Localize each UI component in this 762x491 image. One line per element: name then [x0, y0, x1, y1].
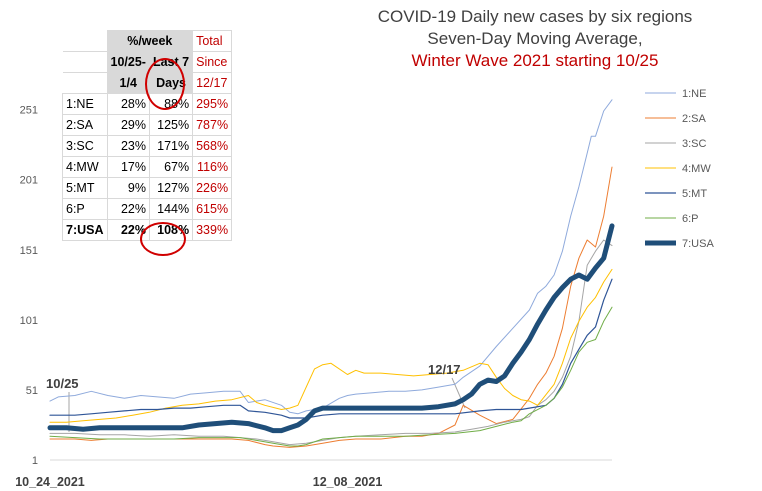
table-week-pct: 23%: [106, 135, 150, 157]
table-total-pct: 295%: [192, 93, 233, 115]
highlight-ellipse-usa: [140, 222, 186, 256]
table-week-pct: 29%: [106, 114, 150, 136]
table-row: 2:SA 29% 125% 787%: [62, 114, 233, 136]
table-total-pct: 339%: [192, 219, 233, 241]
table-region: 6:P: [62, 198, 108, 220]
table-region: 1:NE: [62, 93, 108, 115]
series-line: [49, 306, 613, 447]
table-week-pct: 22%: [106, 198, 150, 220]
table-last7-pct: 125%: [148, 114, 194, 136]
table-corner-cell: [62, 30, 108, 52]
table-last7-pct: 67%: [148, 156, 194, 178]
table-region: 5:MT: [62, 177, 108, 199]
table-region: 7:USA: [62, 219, 108, 241]
series-line: [49, 278, 613, 419]
table-region: 2:SA: [62, 114, 108, 136]
y-tick-label: 151: [20, 245, 38, 257]
legend-label: 1:NE: [682, 88, 706, 100]
table-last7-pct: 144%: [148, 198, 194, 220]
series-line: [47, 223, 615, 434]
table-row: 5:MT 9% 127% 226%: [62, 177, 233, 199]
legend-label: 5:MT: [682, 188, 707, 200]
series-line: [49, 239, 613, 446]
table-header-week: %/week: [106, 30, 194, 52]
table-row: 3:SC 23% 171% 568%: [62, 135, 233, 157]
table-header-col1: 10/25-: [106, 51, 150, 73]
legend-label: 2:SA: [682, 113, 707, 125]
table-total-pct: 116%: [192, 156, 233, 178]
legend-label: 7:USA: [682, 238, 714, 250]
table-region: 3:SC: [62, 135, 108, 157]
table-header-col1-b: 1/4: [106, 72, 150, 94]
table-week-pct: 22%: [106, 219, 150, 241]
table-blank-cell: [62, 51, 108, 73]
legend-label: 3:SC: [682, 138, 707, 150]
annotation-mid: 12/17: [428, 362, 461, 377]
chart-title-line-2: Seven-Day Moving Average,: [427, 29, 643, 48]
table-header-date: 12/17: [192, 72, 233, 94]
series-line: [49, 99, 613, 415]
chart-title-line-1: COVID-19 Daily new cases by six regions: [377, 7, 693, 26]
table-total-pct: 568%: [192, 135, 233, 157]
table-header-total: Total: [192, 30, 233, 52]
legend-label: 4:MW: [682, 163, 711, 175]
highlight-ellipse-header: [145, 58, 185, 110]
chart-title-line-3: Winter Wave 2021 starting 10/25: [411, 51, 659, 70]
table-week-pct: 9%: [106, 177, 150, 199]
x-tick-label: 10_24_2021: [15, 475, 85, 489]
table-region: 4:MW: [62, 156, 108, 178]
table-row: 4:MW 17% 67% 116%: [62, 156, 233, 178]
table-week-pct: 28%: [106, 93, 150, 115]
table-blank-cell: [62, 72, 108, 94]
growth-table: %/week Total 10/25- Last 7 Since 1/4 Day…: [62, 30, 233, 241]
y-tick-label: 201: [20, 175, 38, 187]
series-line: [49, 268, 613, 423]
table-week-pct: 17%: [106, 156, 150, 178]
table-total-pct: 615%: [192, 198, 233, 220]
table-header-since: Since: [192, 51, 233, 73]
y-tick-label: 51: [26, 385, 38, 397]
x-tick-label: 12_08_2021: [313, 475, 383, 489]
y-tick-label: 251: [20, 105, 38, 117]
y-tick-label: 101: [20, 315, 38, 327]
annotation-pointer: [451, 377, 466, 409]
y-tick-label: 1: [32, 455, 38, 467]
table-last7-pct: 171%: [148, 135, 194, 157]
table-row: 6:P 22% 144% 615%: [62, 198, 233, 220]
table-total-pct: 787%: [192, 114, 233, 136]
table-total-pct: 226%: [192, 177, 233, 199]
legend-label: 6:P: [682, 213, 699, 225]
table-last7-pct: 127%: [148, 177, 194, 199]
annotation-start: 10/25: [46, 376, 79, 391]
